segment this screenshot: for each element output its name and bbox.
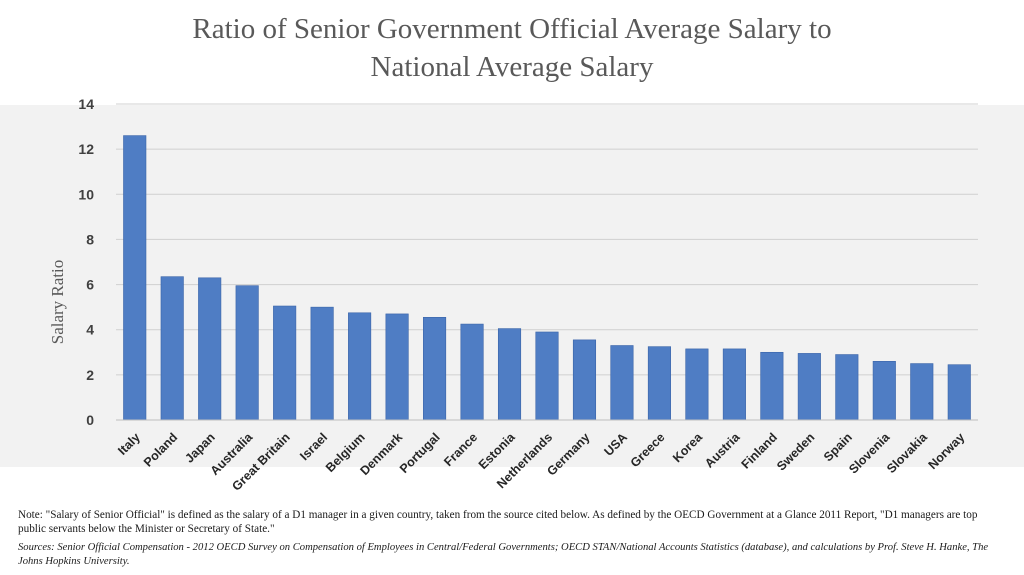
bar-slovenia	[872, 361, 896, 421]
bar-denmark	[385, 313, 409, 421]
x-tick-label: Italy	[115, 430, 143, 458]
x-tick-label: Finland	[739, 430, 780, 471]
bar-slovakia	[910, 363, 934, 421]
chart-title-line2: National Average Salary	[370, 51, 654, 83]
x-tick-label: Slovakia	[884, 429, 931, 476]
x-tick-label: Israel	[297, 430, 330, 463]
bar-finland	[760, 351, 784, 421]
bar-belgium	[348, 312, 372, 421]
bar-estonia	[497, 328, 522, 421]
y-tick-label: 12	[78, 141, 94, 157]
bar-great-britain	[273, 305, 297, 421]
bar-greece	[647, 346, 671, 421]
y-axis-label: Salary Ratio	[48, 260, 67, 345]
bar-norway	[947, 364, 971, 421]
x-tick-label: Portugal	[397, 430, 443, 476]
y-tick-label: 8	[86, 231, 94, 247]
x-tick-label: Korea	[670, 429, 706, 465]
x-tick-label: France	[441, 430, 480, 469]
y-tick-label: 14	[78, 96, 94, 112]
x-tick-label: Austria	[702, 429, 743, 470]
x-tick-label: USA	[602, 430, 631, 459]
y-tick-label: 6	[86, 277, 94, 293]
bar-usa	[610, 345, 634, 421]
chart-note: Note: "Salary of Senior Official" is def…	[18, 509, 978, 535]
bar-japan	[198, 277, 222, 421]
bar-austria	[722, 348, 746, 421]
bar-italy	[123, 135, 147, 421]
x-tick-label: Poland	[141, 430, 180, 469]
bar-portugal	[423, 316, 447, 421]
x-tick-label: Greece	[628, 430, 668, 470]
bar-sweden	[797, 353, 821, 421]
y-tick-label: 10	[78, 186, 94, 202]
bar-israel	[310, 306, 334, 421]
x-tick-label: Spain	[821, 430, 855, 464]
bar-australia	[235, 285, 259, 421]
chart-title-line1: Ratio of Senior Government Official Aver…	[192, 13, 832, 45]
y-tick-label: 2	[86, 367, 94, 383]
bar-korea	[685, 348, 709, 421]
chart-sources: Sources: Senior Official Compensation - …	[18, 542, 989, 567]
bar-netherlands	[535, 331, 559, 421]
bar-germany	[572, 339, 597, 421]
x-tick-label: Japan	[182, 430, 217, 465]
y-tick-label: 4	[86, 322, 94, 338]
x-tick-label: Sweden	[774, 430, 817, 473]
bar-france	[460, 323, 484, 421]
bar-spain	[835, 354, 859, 421]
y-tick-label: 0	[86, 412, 94, 428]
bar-poland	[160, 276, 184, 421]
x-tick-label: Norway	[926, 430, 968, 472]
chart-title: Ratio of Senior Government Official Aver…	[0, 10, 1024, 86]
